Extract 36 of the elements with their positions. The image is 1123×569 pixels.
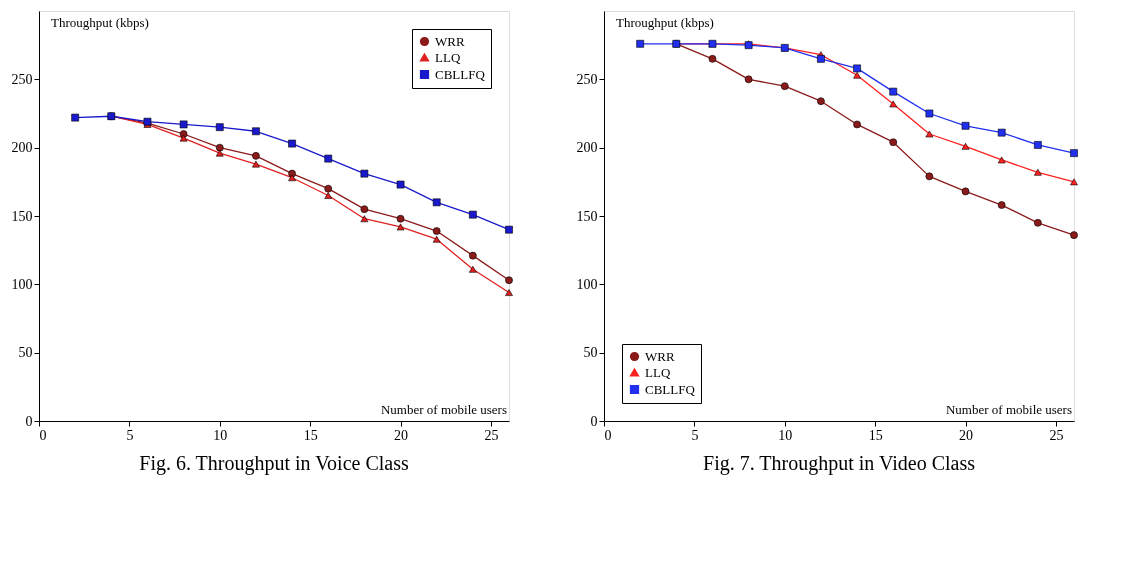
x-tick-label: 0 [39,427,47,443]
y-tick-label: 50 [583,345,598,361]
y-tick-label: 100 [576,276,598,292]
legend-label: LLQ [435,49,461,65]
legend-label: CBLLFQ [645,381,696,397]
y-tick-label: 0 [25,413,33,429]
x-tick-label: 5 [126,427,134,443]
x-tick-label: 10 [213,427,228,443]
x-tick-label: 10 [778,427,793,443]
legend-label: CBLLFQ [435,66,486,82]
x-tick-label: 15 [303,427,318,443]
y-tick-label: 150 [11,208,33,224]
legend-label: LLQ [645,364,671,380]
y-tick-label: 50 [18,345,33,361]
legend-label: WRR [645,348,675,364]
x-tick-label: 5 [691,427,699,443]
text: Fig. 6. Throughput in Voice Class [139,452,409,475]
text: Fig. 7. Throughput in Video Class [703,452,976,475]
y-tick-label: 250 [576,71,598,87]
y-axis-title: Throughput (kbps) [616,15,714,30]
y-tick-label: 200 [576,140,598,156]
y-axis-title: Throughput (kbps) [51,15,149,30]
x-tick-label: 20 [394,427,409,443]
y-tick-label: 150 [576,208,598,224]
x-tick-label: 15 [868,427,883,443]
x-tick-label: 25 [1049,427,1064,443]
x-tick-label: 25 [484,427,499,443]
x-tick-label: 20 [959,427,974,443]
y-tick-label: 100 [11,276,33,292]
y-tick-label: 200 [11,140,33,156]
x-axis-title: Number of mobile users [945,402,1072,417]
x-tick-label: 0 [604,427,612,443]
x-axis-title: Number of mobile users [380,402,507,417]
y-tick-label: 0 [590,413,598,429]
legend-label: WRR [435,33,465,49]
y-tick-label: 250 [11,71,33,87]
